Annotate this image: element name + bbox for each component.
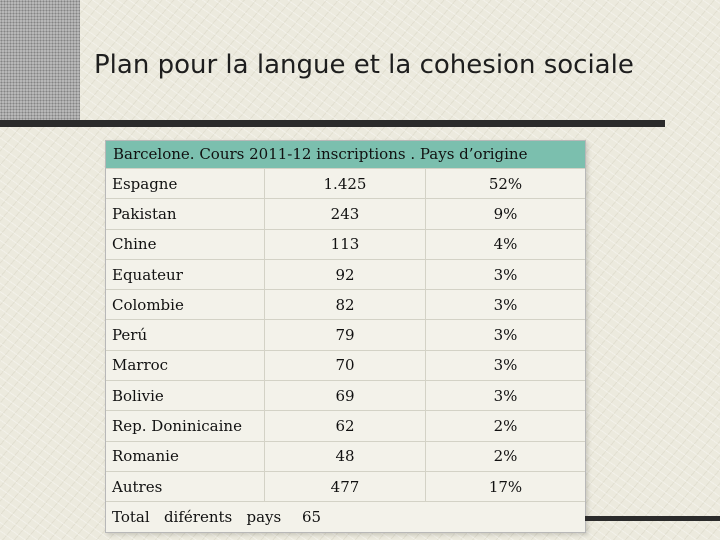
total-value: 65 [302, 508, 322, 527]
table-row: Bolivie 69 3% [106, 380, 585, 411]
count-cell: 1.425 [265, 169, 426, 199]
slide-title: Plan pour la langue et la cohesion socia… [94, 50, 634, 80]
decorative-stripe [0, 0, 80, 123]
table-row: Perú 79 3% [106, 319, 585, 350]
percent-cell: 3% [493, 265, 518, 284]
table-row: Autres 477 17% [106, 470, 585, 502]
table-row: Marroc 70 3% [106, 349, 585, 381]
bottom-divider [585, 516, 720, 521]
count-cell: 70 [265, 350, 426, 381]
table-row: Equateur 92 3% [106, 258, 585, 290]
table-row: Pakistan 243 9% [106, 198, 585, 229]
count-cell: 62 [265, 411, 426, 441]
country-cell: Bolivie [106, 381, 265, 411]
total-row: Total diférents pays 65 [106, 501, 585, 532]
table-row: Espagne 1.425 52% [106, 168, 585, 199]
count-cell: 92 [265, 259, 426, 290]
count-cell: 477 [265, 471, 426, 502]
country-cell: Perú [106, 320, 265, 350]
country-cell: Equateur [106, 259, 265, 290]
percent-cell: 52% [488, 174, 523, 193]
count-cell: 243 [265, 199, 426, 229]
table-row: Chine 113 4% [106, 228, 585, 259]
country-cell: Marroc [106, 350, 265, 381]
title-divider [0, 120, 665, 127]
country-cell: Colombie [106, 290, 265, 320]
table-row: Rep. Doninicaine 62 2% [106, 410, 585, 441]
percent-cell: 4% [493, 235, 518, 254]
count-cell: 82 [265, 290, 426, 320]
table-body: Espagne 1.425 52% Pakistan 243 9% Chine 113 4% Eq… [106, 168, 585, 502]
percent-cell: 3% [493, 356, 518, 375]
country-cell: Espagne [106, 169, 265, 199]
count-cell: 69 [265, 381, 426, 411]
total-label: Total diférents pays [112, 508, 282, 527]
percent-cell: 2% [493, 417, 518, 436]
percent-cell: 17% [488, 477, 523, 496]
count-cell: 48 [265, 441, 426, 471]
country-cell: Chine [106, 229, 265, 259]
country-cell: Pakistan [106, 199, 265, 229]
origin-table: Barcelone. Cours 2011-12 inscriptions . … [105, 140, 586, 534]
percent-cell: 3% [493, 386, 518, 405]
percent-cell: 3% [493, 295, 518, 314]
percent-cell: 3% [493, 326, 518, 345]
country-cell: Romanie [106, 441, 265, 471]
count-cell: 79 [265, 320, 426, 350]
table-caption: Barcelone. Cours 2011-12 inscriptions . … [106, 141, 585, 168]
count-cell: 113 [265, 229, 426, 259]
table-row: Colombie 82 3% [106, 289, 585, 320]
percent-cell: 2% [493, 447, 518, 466]
country-cell: Rep. Doninicaine [106, 411, 265, 441]
country-cell: Autres [106, 471, 265, 502]
percent-cell: 9% [493, 204, 518, 223]
table-row: Romanie 48 2% [106, 440, 585, 471]
title-area [80, 0, 720, 120]
